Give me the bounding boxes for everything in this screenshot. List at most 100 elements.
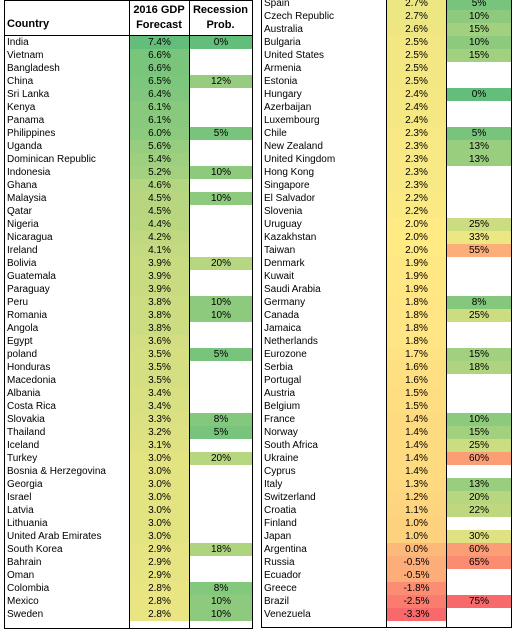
country-name: Greece [264, 583, 297, 594]
table-row-colombia: Colombia 2.8% 8% [5, 582, 252, 595]
recession-prob-cell: 25% [447, 439, 511, 452]
country-name: Guatemala [7, 271, 56, 282]
table-row-estonia: Estonia 2.5% [262, 75, 511, 88]
table-row-albania: Albania 3.4% [5, 387, 252, 400]
table-row-ghana: Ghana 4.6% [5, 179, 252, 192]
recession-prob-cell: 30% [447, 530, 511, 543]
table-row-el-salvador: El Salvador 2.2% [262, 192, 511, 205]
recession-prob-cell: 13% [447, 140, 511, 153]
gdp-forecast-cell: 1.9% [387, 270, 446, 283]
gdp-forecast-cell: -1.8% [387, 582, 446, 595]
header-gdp-line2: Forecast [136, 19, 182, 31]
table-row-spain: Spain 2.7% 5% [262, 0, 511, 10]
table-row-japan: Japan 1.0% 30% [262, 530, 511, 543]
recession-prob-cell [447, 465, 511, 478]
table-row-singapore: Singapore 2.3% [262, 179, 511, 192]
gdp-forecast-cell: 3.0% [130, 465, 189, 478]
country-name: Czech Republic [264, 11, 335, 22]
recession-prob-cell [190, 569, 252, 582]
recession-prob-cell [190, 400, 252, 413]
recession-prob-cell [447, 569, 511, 582]
country-name: Romania [7, 310, 48, 321]
gdp-forecast-cell: 2.3% [387, 153, 446, 166]
country-name: Spain [264, 0, 290, 9]
gdp-forecast-cell: 2.2% [387, 205, 446, 218]
country-name: Kuwait [264, 271, 295, 282]
left-table-panel: India 7.4% 0% Vietnam 6.6% Bangladesh 6.6% Chin… [4, 0, 253, 629]
recession-prob-cell: 15% [447, 23, 511, 36]
gdp-forecast-cell: 1.1% [387, 504, 446, 517]
table-row-mexico: Mexico 2.8% 10% [5, 595, 252, 608]
table-row-iceland: Iceland 3.1% [5, 439, 252, 452]
country-name: Russia [264, 557, 295, 568]
country-name: Kenya [7, 102, 36, 113]
country-name: Thailand [7, 427, 46, 438]
gdp-forecast-cell: 4.1% [130, 244, 189, 257]
recession-prob-cell [447, 374, 511, 387]
gdp-forecast-cell: 3.0% [130, 452, 189, 465]
country-name: Slovakia [7, 414, 45, 425]
recession-prob-cell [190, 49, 252, 62]
recession-prob-cell [447, 205, 511, 218]
table-row-kenya: Kenya 6.1% [5, 101, 252, 114]
gdp-forecast-cell: 2.3% [387, 127, 446, 140]
gdp-forecast-cell: 5.2% [130, 166, 189, 179]
gdp-forecast-cell: 2.3% [387, 140, 446, 153]
gdp-forecast-cell: 4.5% [130, 192, 189, 205]
table-row-netherlands: Netherlands 1.8% [262, 335, 511, 348]
country-name: South Korea [7, 544, 63, 555]
country-name: Japan [264, 531, 292, 542]
recession-prob-cell [190, 62, 252, 75]
country-name: Sri Lanka [7, 89, 50, 100]
gdp-forecast-cell: 1.9% [387, 257, 446, 270]
recession-prob-cell: 10% [190, 608, 252, 621]
table-row-czech-republic: Czech Republic 2.7% 10% [262, 10, 511, 23]
recession-prob-cell: 10% [190, 166, 252, 179]
gdp-forecast-cell: 1.9% [387, 283, 446, 296]
column-divider [386, 0, 387, 627]
table-row-bangladesh: Bangladesh 6.6% [5, 62, 252, 75]
country-name: Norway [264, 427, 298, 438]
country-name: Angola [7, 323, 39, 334]
country-name: El Salvador [264, 193, 316, 204]
country-name: Israel [7, 492, 32, 503]
table-row-sweden: Sweden 2.8% 10% [5, 608, 252, 621]
country-name: Uruguay [264, 219, 302, 230]
table-row-honduras: Honduras 3.5% [5, 361, 252, 374]
gdp-forecast-cell: 3.8% [130, 309, 189, 322]
country-name: Lithuania [7, 518, 48, 529]
header-gdp-line1: 2016 GDP [133, 4, 185, 16]
country-name: Ireland [7, 245, 38, 256]
recession-prob-cell: 10% [190, 595, 252, 608]
gdp-forecast-cell: 3.9% [130, 270, 189, 283]
recession-prob-cell [190, 153, 252, 166]
gdp-forecast-cell: 3.2% [130, 426, 189, 439]
gdp-forecast-cell: 1.3% [387, 478, 446, 491]
table-row-guatemala: Guatemala 3.9% [5, 270, 252, 283]
table-row-kazakhstan: Kazakhstan 2.0% 33% [262, 231, 511, 244]
recession-prob-cell [447, 101, 511, 114]
table-row-bosnia-herzegovina: Bosnia & Herzegovina 3.0% [5, 465, 252, 478]
recession-prob-cell [447, 257, 511, 270]
recession-prob-cell [447, 322, 511, 335]
country-name: Saudi Arabia [264, 284, 321, 295]
table-row-philippines: Philippines 6.0% 5% [5, 127, 252, 140]
country-name: Portugal [264, 375, 302, 386]
gdp-forecast-cell: -3.3% [387, 608, 446, 621]
table-row-greece: Greece -1.8% [262, 582, 511, 595]
table-row-thailand: Thailand 3.2% 5% [5, 426, 252, 439]
recession-prob-cell: 5% [190, 348, 252, 361]
table-row-italy: Italy 1.3% 13% [262, 478, 511, 491]
table-row-china: China 6.5% 12% [5, 75, 252, 88]
recession-prob-cell [190, 244, 252, 257]
country-name: Netherlands [264, 336, 318, 347]
table-row-australia: Australia 2.6% 15% [262, 23, 511, 36]
table-row-canada: Canada 1.8% 25% [262, 309, 511, 322]
country-name: Bosnia & Herzegovina [7, 466, 106, 477]
table-row-hungary: Hungary 2.4% 0% [262, 88, 511, 101]
recession-prob-cell [190, 335, 252, 348]
recession-prob-cell: 5% [447, 127, 511, 140]
recession-prob-cell [447, 608, 511, 621]
country-name: Taiwan [264, 245, 296, 256]
recession-prob-cell: 10% [447, 10, 511, 23]
